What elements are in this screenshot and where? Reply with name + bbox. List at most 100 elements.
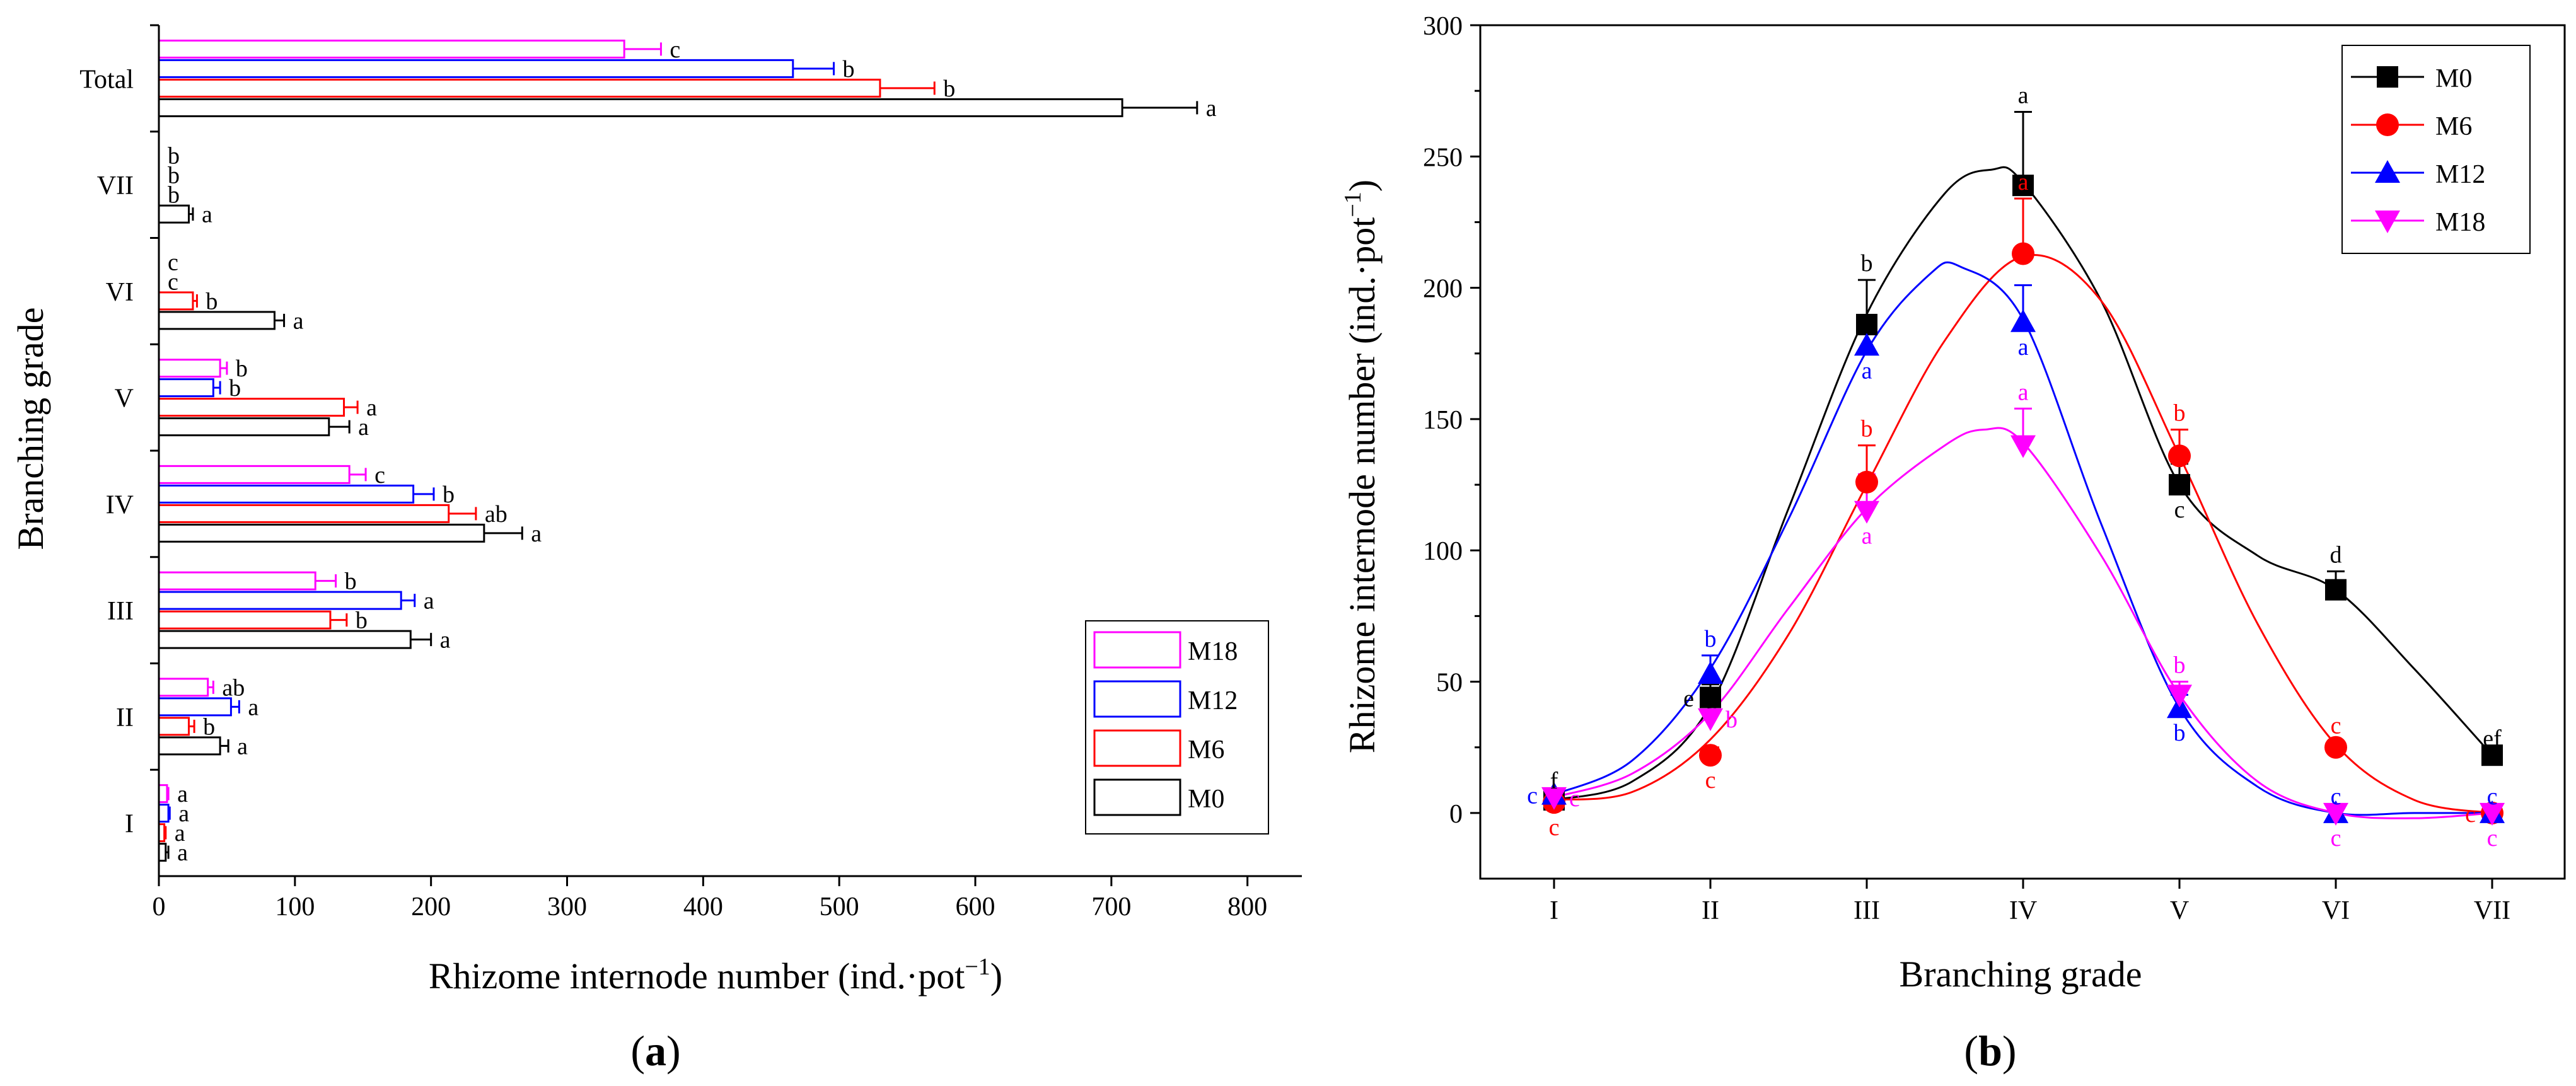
sig-M6-Total: b	[943, 76, 955, 102]
marker-M18-VII	[2480, 802, 2505, 826]
marker-M18-I	[1541, 787, 1567, 810]
x-tick-label-400: 400	[683, 892, 723, 921]
legend-swatch-M0	[1093, 778, 1181, 816]
x-tick-label-200: 200	[411, 892, 451, 921]
sig-M6-IV: ab	[485, 501, 508, 528]
x-tick-label-III: III	[1854, 896, 1880, 925]
sig-M18-VI: c	[168, 249, 178, 275]
legend-marker-M6	[2376, 113, 2399, 136]
bar-M0-IV	[158, 523, 485, 543]
y-tick-label-VII: VII	[97, 171, 134, 200]
sig-M18-II: b	[1726, 707, 1738, 733]
sig-M6-VII: c	[2465, 801, 2476, 828]
x-tick-label-V: V	[2170, 896, 2189, 925]
marker-M0-VI	[2325, 579, 2347, 601]
bar-M0-I	[158, 843, 167, 862]
bar-M18-III	[158, 571, 316, 591]
x-tick-label-300: 300	[547, 892, 587, 921]
sig-M18-V: b	[2174, 652, 2186, 679]
bar-M18-V	[158, 359, 221, 378]
legend-label-M6: M6	[1188, 736, 1224, 765]
sig-M0-I: a	[177, 840, 188, 866]
sig-M12-I: a	[178, 800, 189, 827]
legend-marker-M12	[2375, 160, 2400, 183]
curve-M0	[1553, 166, 2493, 801]
panel-b-markers	[1541, 175, 2505, 826]
sig-M0-VII: a	[202, 202, 212, 228]
sig-M12-V: b	[2174, 720, 2186, 746]
y-tick-label-50: 50	[1436, 669, 1463, 698]
legend-label-M18: M18	[1188, 637, 1238, 666]
legend-box	[2341, 45, 2531, 254]
marker-M18-V	[2167, 685, 2192, 708]
panel-b-y-axis-label: Rhizome internode number (ind.·pot−1)	[1340, 180, 1383, 753]
sig-M18-III: b	[345, 569, 357, 595]
sig-M6-IV: a	[2018, 169, 2029, 195]
legend-label-M0: M0	[2435, 64, 2472, 93]
sig-M6-II: c	[1705, 767, 1716, 794]
marker-M6-III	[1855, 470, 1878, 494]
legend-marker-M18	[2375, 211, 2400, 233]
sig-M0-III: b	[1861, 250, 1873, 277]
sig-M12-VII: c	[2487, 783, 2498, 810]
bar-M18-IV	[158, 465, 351, 484]
sig-M0-II: a	[237, 733, 248, 760]
sig-M0-V: a	[358, 414, 369, 441]
legend-swatch-M12	[1093, 680, 1181, 718]
sig-M12-VI: c	[168, 269, 178, 295]
x-tick-label-500: 500	[820, 892, 859, 921]
marker-M0-IV	[2012, 175, 2034, 197]
marker-M0-II	[1700, 686, 1721, 708]
y-tick-label-200: 200	[1423, 275, 1463, 304]
sig-M12-I: c	[1527, 783, 1538, 809]
bar-M0-Total	[158, 98, 1123, 117]
sig-M18-Total: c	[670, 37, 680, 63]
sig-M0-III: a	[440, 627, 451, 654]
sig-M12-VII: b	[168, 163, 180, 189]
sig-M12-III: a	[424, 588, 434, 615]
legend-marker-M0	[2377, 66, 2398, 88]
marker-M0-V	[2169, 474, 2190, 496]
marker-M12-II	[1698, 661, 1723, 685]
sig-M6-III: b	[1861, 416, 1873, 442]
bar-M12-II	[158, 697, 232, 717]
y-tick-label-0: 0	[1449, 800, 1463, 829]
x-tick-label-I: I	[1550, 896, 1558, 925]
sig-M6-VII: b	[168, 182, 180, 209]
marker-M18-IV	[2010, 435, 2036, 458]
sig-M18-V: b	[236, 355, 248, 382]
sig-M12-II: b	[1705, 626, 1717, 652]
bar-M18-I	[158, 784, 168, 804]
x-tick-label-800: 800	[1227, 892, 1267, 921]
sig-M18-II: ab	[222, 674, 245, 701]
bar-M6-IV	[158, 504, 450, 523]
bar-M12-III	[158, 591, 402, 610]
panel-a-bars	[158, 39, 1123, 862]
x-tick-label-600: 600	[956, 892, 995, 921]
sig-M12-IV: a	[2018, 334, 2029, 361]
y-tick-label-250: 250	[1423, 143, 1463, 172]
bar-M6-II	[158, 717, 190, 736]
panel-b-error-bars	[1545, 110, 2345, 803]
marker-M12-IV	[2010, 309, 2036, 332]
sig-M18-VI: c	[2331, 825, 2341, 852]
sig-M6-II: b	[203, 713, 215, 740]
legend-swatch-M18	[1093, 631, 1181, 669]
bar-M6-Total	[158, 78, 881, 98]
bar-M12-Total	[158, 59, 794, 78]
marker-M0-VII	[2481, 744, 2503, 766]
sig-M18-IV: a	[2018, 379, 2029, 405]
y-tick-label-150: 150	[1423, 406, 1463, 435]
bar-M18-II	[158, 678, 209, 697]
sig-M18-III: a	[1862, 523, 1872, 550]
sig-M18-VII: c	[2487, 825, 2498, 852]
sig-M0-IV: a	[531, 521, 542, 547]
sig-M0-VI: d	[2330, 542, 2342, 569]
marker-M18-VI	[2323, 802, 2348, 826]
sig-M6-V: a	[366, 395, 377, 421]
bar-M6-III	[158, 610, 332, 630]
curve-M18	[1553, 427, 2493, 819]
